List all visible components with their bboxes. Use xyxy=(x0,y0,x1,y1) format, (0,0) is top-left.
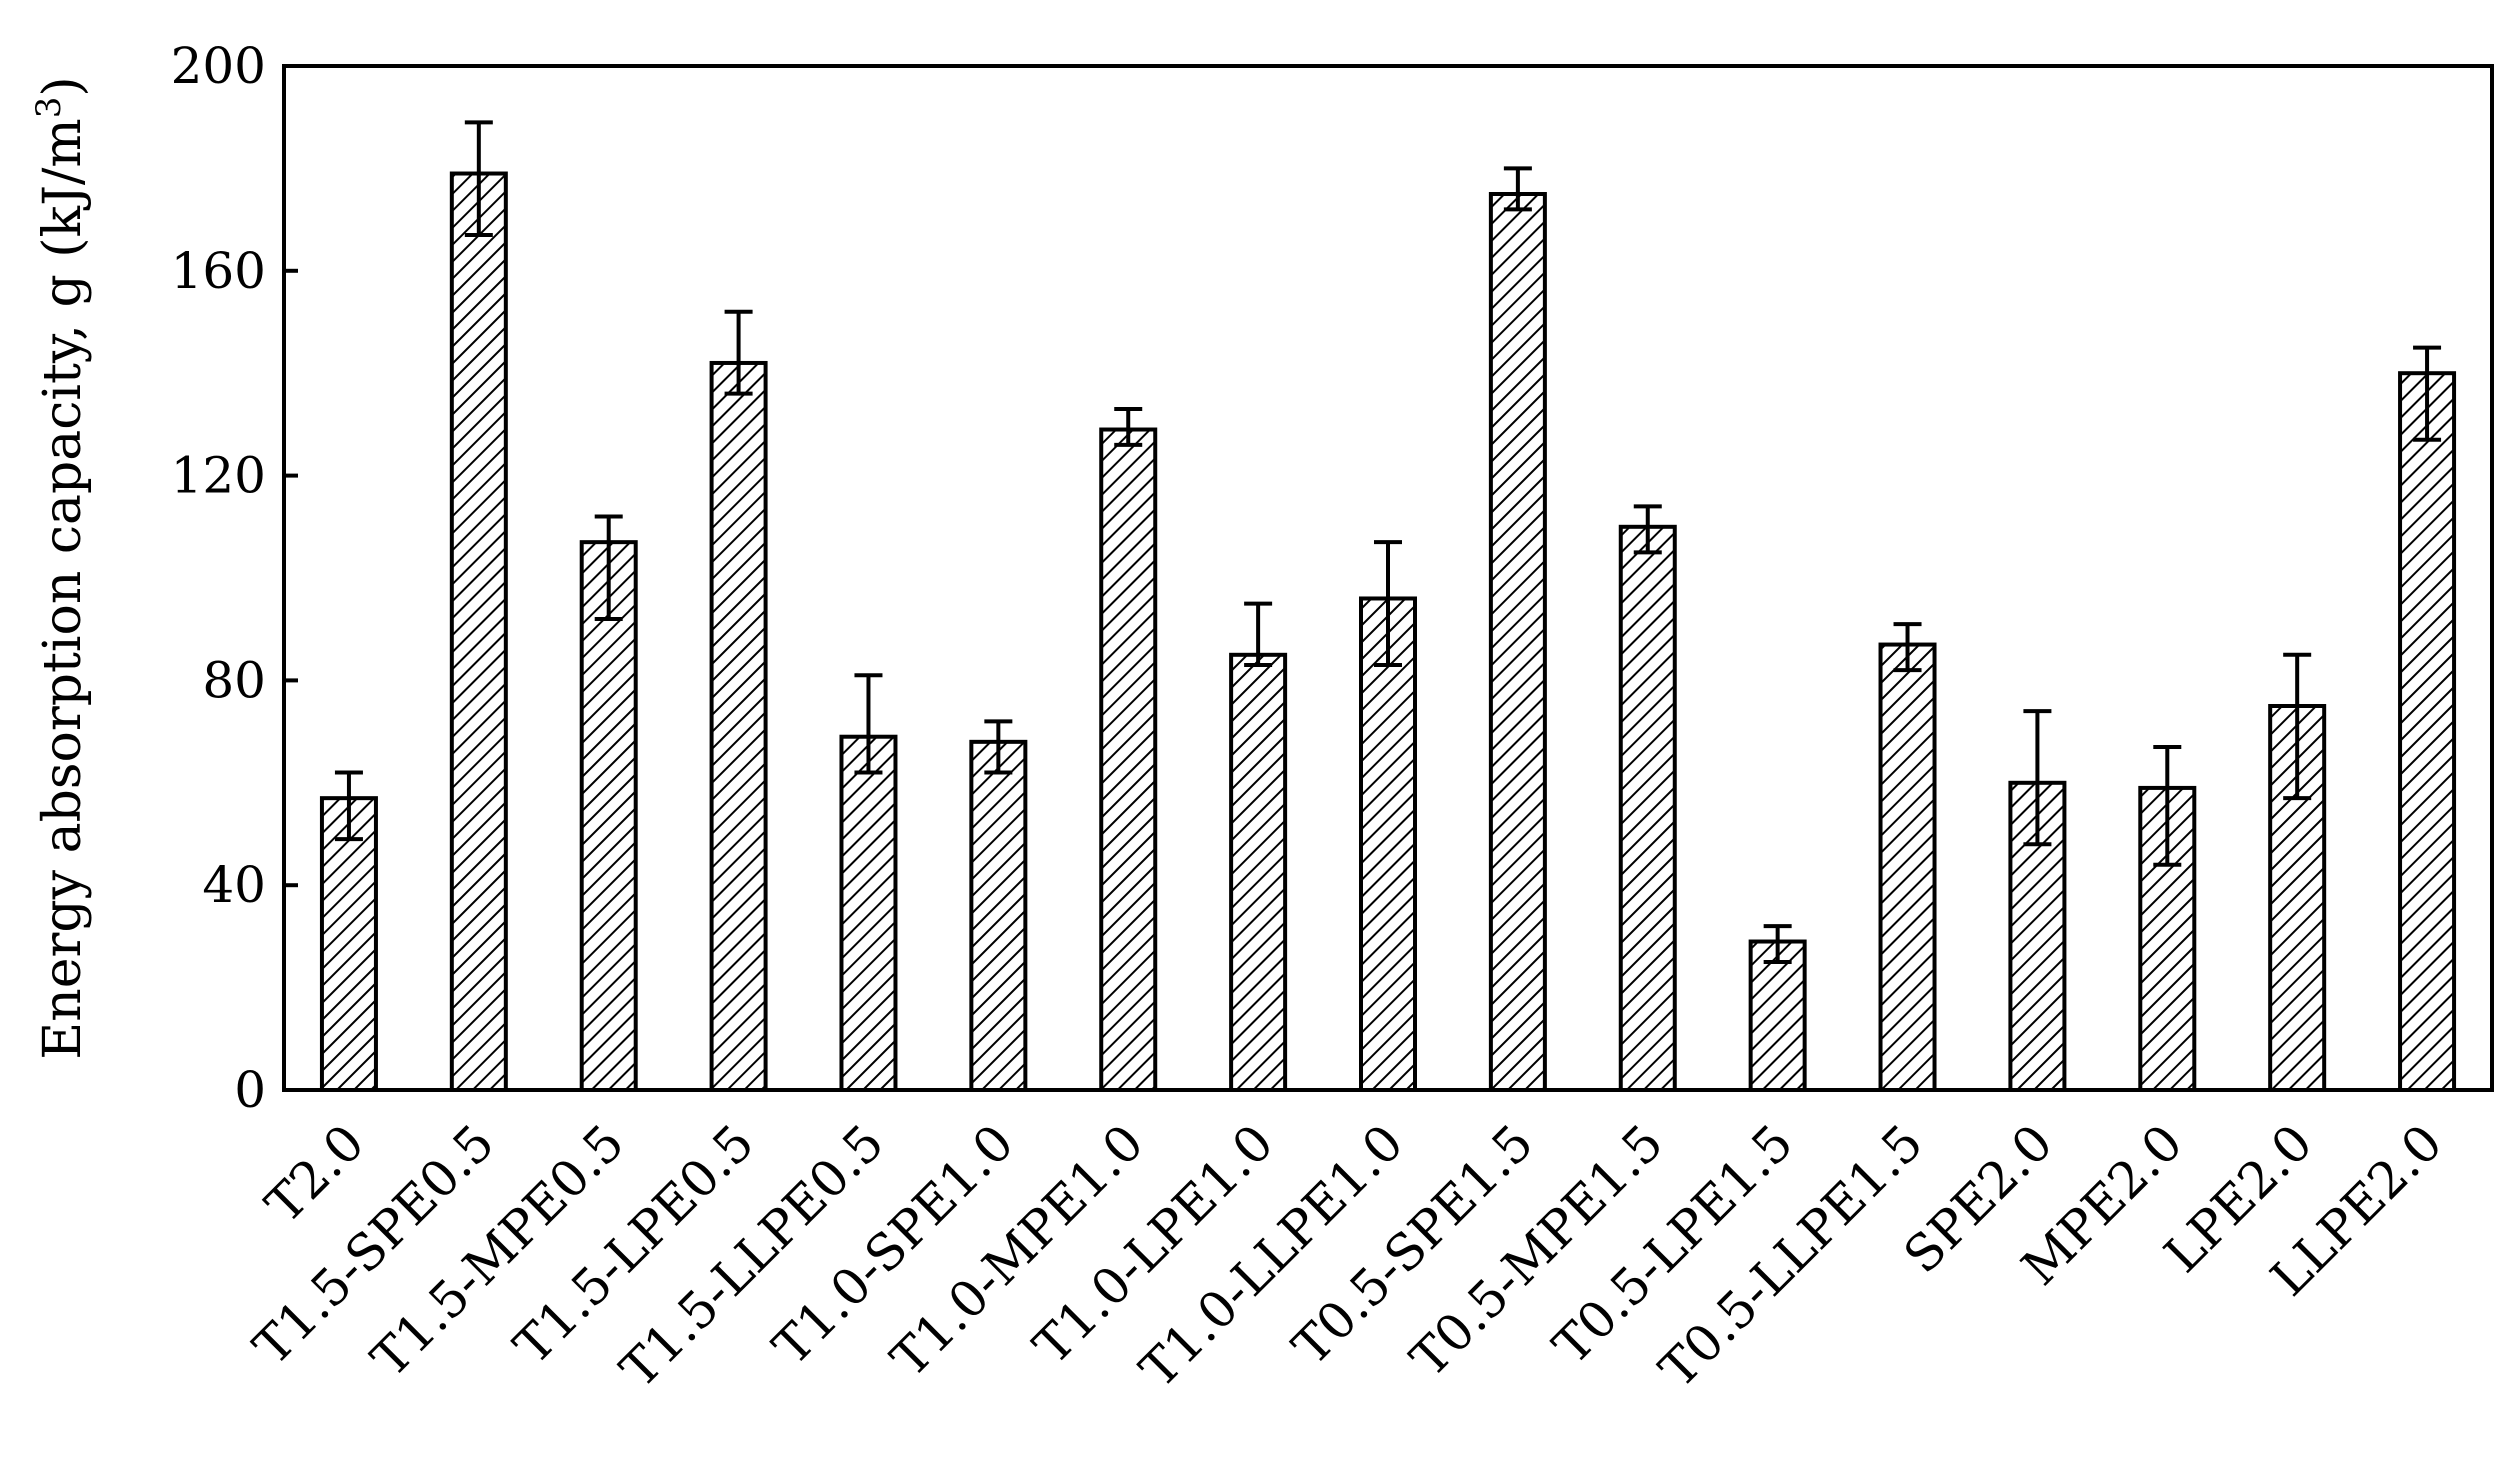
bar-T1.0-LLPE1.0 xyxy=(1359,596,1417,1092)
x-tick-label: T2.0 xyxy=(255,1113,376,1234)
y-tick-label: 40 xyxy=(202,856,266,914)
y-tick-label: 0 xyxy=(234,1061,266,1119)
y-axis-title-superscript: 3 xyxy=(29,97,69,119)
bar-LLPE2.0 xyxy=(2398,371,2457,1092)
error-bar-T1.5-LLPE0.5 xyxy=(854,673,883,775)
error-bar-T1.0-LPE1.0 xyxy=(1244,601,1273,668)
y-axis-title-main: Energy absorption capacity, g (kJ/m xyxy=(33,118,93,1059)
error-bar-T0.5-SPE1.5 xyxy=(1503,166,1532,212)
error-bar-LPE2.0 xyxy=(2283,652,2312,801)
x-axis-category-labels: T2.0T1.5-SPE0.5T1.5-MPE0.5T1.5-LPE0.5T1.… xyxy=(242,1113,2453,1399)
error-bar-T1.0-LLPE1.0 xyxy=(1374,540,1402,668)
bar-T0.5-SPE1.5 xyxy=(1488,192,1547,1092)
error-bar-T1.5-LPE0.5 xyxy=(724,309,753,396)
y-tick-label: 80 xyxy=(202,651,266,709)
plot-area-frame xyxy=(282,64,2494,1092)
bar-T1.5-MPE0.5 xyxy=(579,540,638,1092)
bar-T1.5-LLPE0.5 xyxy=(839,734,898,1092)
error-bars-group xyxy=(334,120,2442,964)
error-bar-T1.0-SPE1.0 xyxy=(984,719,1013,775)
bar-T0.5-MPE1.5 xyxy=(1618,524,1677,1092)
y-tick-label: 120 xyxy=(171,447,266,505)
error-bar-T1.5-MPE0.5 xyxy=(594,514,623,621)
error-bar-SPE2.0 xyxy=(2023,709,2052,847)
bar-T1.0-MPE1.0 xyxy=(1099,427,1158,1092)
error-bar-LLPE2.0 xyxy=(2413,345,2442,442)
error-bar-MPE2.0 xyxy=(2153,744,2182,867)
error-bar-T2.0 xyxy=(334,770,363,842)
error-bar-T0.5-LPE1.5 xyxy=(1763,924,1792,964)
error-bar-T0.5-MPE1.5 xyxy=(1633,504,1662,555)
bar-T1.0-SPE1.0 xyxy=(969,739,1028,1093)
y-tick-label: 200 xyxy=(171,37,266,95)
y-axis-title: Energy absorption capacity, g (kJ/m3) xyxy=(29,76,93,1059)
y-axis-ticks: 0 40 80 120 160 200 xyxy=(171,37,298,1119)
y-axis-title-suffix: ) xyxy=(33,76,93,96)
y-tick-label: 160 xyxy=(171,242,266,300)
error-bar-T1.0-MPE1.0 xyxy=(1114,407,1143,447)
bar-T1.0-LPE1.0 xyxy=(1229,652,1288,1092)
error-bar-T1.5-SPE0.5 xyxy=(464,120,493,237)
bar-T2.0 xyxy=(319,796,378,1092)
bar-T1.5-LPE0.5 xyxy=(709,360,768,1092)
bar-T0.5-LLPE1.5 xyxy=(1878,642,1937,1092)
error-bar-T0.5-LLPE1.5 xyxy=(1893,622,1922,673)
bar-T1.5-SPE0.5 xyxy=(449,171,508,1092)
